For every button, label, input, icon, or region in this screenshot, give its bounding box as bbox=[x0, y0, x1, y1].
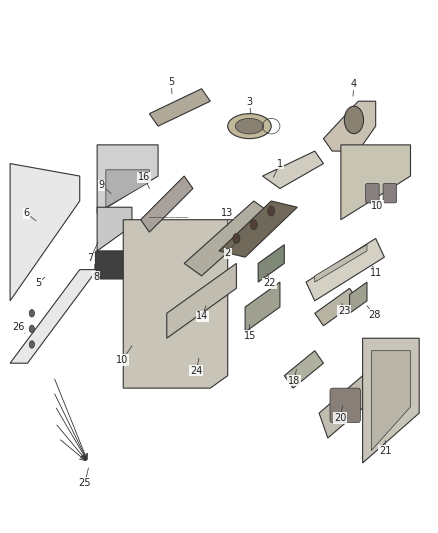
Polygon shape bbox=[363, 338, 419, 463]
Polygon shape bbox=[10, 270, 97, 363]
Polygon shape bbox=[123, 220, 254, 388]
Circle shape bbox=[268, 206, 275, 216]
Text: 6: 6 bbox=[24, 208, 36, 221]
Text: 25: 25 bbox=[79, 468, 91, 488]
Polygon shape bbox=[141, 176, 193, 232]
Polygon shape bbox=[371, 351, 410, 450]
Circle shape bbox=[251, 220, 257, 230]
Text: 13: 13 bbox=[221, 208, 233, 226]
Polygon shape bbox=[323, 101, 376, 151]
Text: 24: 24 bbox=[190, 358, 202, 376]
Text: 1: 1 bbox=[273, 159, 283, 177]
Text: 3: 3 bbox=[247, 98, 253, 114]
Text: 22: 22 bbox=[263, 273, 276, 288]
Ellipse shape bbox=[235, 118, 264, 134]
Polygon shape bbox=[258, 245, 284, 282]
Text: 16: 16 bbox=[138, 172, 150, 189]
Text: 8: 8 bbox=[93, 269, 107, 282]
Polygon shape bbox=[106, 170, 149, 207]
Polygon shape bbox=[10, 164, 80, 301]
Text: 11: 11 bbox=[371, 266, 383, 278]
Polygon shape bbox=[315, 245, 367, 282]
Text: 9: 9 bbox=[99, 180, 111, 193]
Text: 2: 2 bbox=[225, 244, 235, 259]
Text: 10: 10 bbox=[116, 346, 132, 365]
Text: 4: 4 bbox=[351, 79, 357, 96]
Polygon shape bbox=[350, 282, 367, 313]
Polygon shape bbox=[245, 282, 280, 332]
Circle shape bbox=[29, 310, 35, 317]
Circle shape bbox=[344, 106, 364, 134]
Polygon shape bbox=[284, 351, 323, 388]
Polygon shape bbox=[341, 145, 410, 220]
FancyBboxPatch shape bbox=[366, 183, 379, 203]
Text: 5: 5 bbox=[168, 77, 174, 94]
Polygon shape bbox=[319, 376, 371, 438]
Text: 5: 5 bbox=[35, 277, 45, 288]
Text: 28: 28 bbox=[367, 306, 381, 319]
Text: 10: 10 bbox=[371, 201, 384, 211]
FancyBboxPatch shape bbox=[95, 251, 152, 279]
Text: 18: 18 bbox=[288, 369, 300, 386]
Text: 14: 14 bbox=[196, 306, 208, 321]
Polygon shape bbox=[97, 145, 158, 214]
Polygon shape bbox=[184, 201, 271, 276]
Polygon shape bbox=[315, 288, 358, 326]
FancyBboxPatch shape bbox=[383, 183, 396, 203]
Text: 20: 20 bbox=[334, 406, 346, 423]
Text: 15: 15 bbox=[244, 325, 257, 341]
Text: 23: 23 bbox=[338, 303, 350, 316]
Circle shape bbox=[29, 325, 35, 333]
Text: 21: 21 bbox=[379, 441, 392, 456]
Polygon shape bbox=[149, 88, 210, 126]
Polygon shape bbox=[262, 151, 323, 189]
Ellipse shape bbox=[228, 114, 271, 139]
FancyBboxPatch shape bbox=[330, 388, 360, 423]
Polygon shape bbox=[219, 201, 297, 257]
Text: 7: 7 bbox=[88, 242, 98, 263]
Polygon shape bbox=[97, 207, 132, 251]
Circle shape bbox=[29, 341, 35, 348]
Polygon shape bbox=[167, 263, 237, 338]
Polygon shape bbox=[306, 238, 385, 301]
Text: 26: 26 bbox=[13, 322, 25, 333]
Circle shape bbox=[233, 233, 240, 244]
